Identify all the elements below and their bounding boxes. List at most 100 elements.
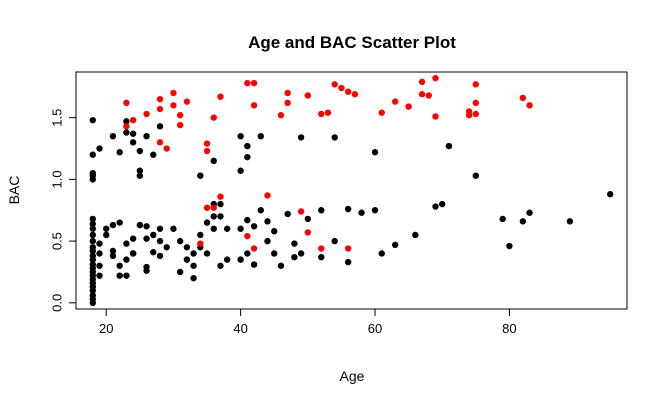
black-data-point <box>291 240 298 247</box>
black-data-point <box>183 256 191 263</box>
black-data-point <box>190 274 197 282</box>
black-data-point <box>526 209 533 216</box>
black-data-point <box>566 218 574 225</box>
red-data-point <box>304 92 312 99</box>
red-data-point <box>351 91 359 98</box>
red-data-point <box>344 245 352 252</box>
black-data-point <box>439 200 446 208</box>
x-tick-label: 20 <box>99 321 113 336</box>
y-axis: 0.0 0.5 1.0 1.5 <box>50 109 77 312</box>
red-data-point <box>250 79 258 87</box>
black-data-point <box>217 213 224 220</box>
red-data-point <box>318 245 325 252</box>
black-data-point <box>123 256 130 263</box>
black-data-point <box>237 256 244 263</box>
red-data-point <box>176 121 184 129</box>
red-data-point <box>163 145 170 152</box>
black-data-point <box>89 215 96 223</box>
black-data-point <box>109 252 117 260</box>
black-data-point <box>412 231 419 239</box>
black-data-point <box>103 225 110 232</box>
black-data-point <box>203 250 211 257</box>
black-data-point <box>217 200 224 208</box>
black-data-point <box>318 253 325 261</box>
black-data-point <box>89 170 96 177</box>
black-data-point <box>331 134 338 141</box>
black-data-point <box>210 225 217 232</box>
red-data-point <box>250 102 258 109</box>
black-data-point <box>244 216 251 224</box>
black-data-point <box>170 225 177 232</box>
black-data-point <box>378 250 385 257</box>
black-data-point <box>129 139 137 146</box>
black-data-point <box>150 151 157 158</box>
black-data-point <box>318 207 325 214</box>
black-data-point <box>371 207 379 214</box>
black-data-point <box>136 167 144 174</box>
black-data-point <box>109 247 117 255</box>
black-data-point <box>210 157 217 165</box>
red-data-point <box>203 204 211 211</box>
black-data-point <box>96 262 103 269</box>
black-data-point <box>244 153 251 161</box>
red-data-point <box>405 103 412 110</box>
black-data-point <box>499 215 506 223</box>
red-data-point <box>297 208 305 215</box>
red-data-point <box>156 95 164 103</box>
red-data-point <box>170 89 177 97</box>
red-data-point <box>344 88 352 95</box>
black-data-point <box>331 237 338 245</box>
black-data-point <box>237 225 244 232</box>
black-data-point <box>506 242 513 250</box>
black-data-point <box>344 258 352 266</box>
black-data-point <box>136 221 144 229</box>
black-data-point <box>156 123 164 130</box>
black-data-point <box>89 151 96 158</box>
black-data-point <box>143 132 150 140</box>
black-data-point <box>89 244 96 251</box>
black-data-point <box>237 167 244 174</box>
red-data-point <box>143 110 150 118</box>
black-data-point <box>176 237 184 245</box>
y-tick-label: 0.0 <box>50 294 65 312</box>
black-data-point <box>203 219 211 226</box>
black-data-point <box>156 252 164 260</box>
black-data-point <box>277 262 285 269</box>
black-data-point <box>96 272 103 279</box>
black-data-point <box>183 244 191 251</box>
black-data-point <box>244 250 251 257</box>
black-data-point <box>143 235 150 242</box>
black-data-point <box>223 225 231 232</box>
red-data-point <box>217 93 224 100</box>
red-data-point <box>425 92 432 99</box>
black-data-point <box>432 203 439 210</box>
black-data-point <box>89 231 96 239</box>
black-data-point <box>89 237 96 245</box>
y-tick-label: 1.5 <box>50 109 65 127</box>
black-data-point <box>89 261 96 268</box>
red-data-point <box>391 98 399 105</box>
black-data-point <box>445 142 453 150</box>
black-data-point <box>391 241 399 249</box>
black-data-point <box>123 272 130 279</box>
black-data-point <box>607 191 614 198</box>
data-points <box>89 74 614 307</box>
black-data-point <box>519 218 527 225</box>
red-data-point <box>418 91 426 98</box>
black-data-point <box>190 262 197 269</box>
red-data-point <box>217 193 224 200</box>
x-axis-label: Age <box>340 368 365 384</box>
red-data-point <box>432 74 439 82</box>
chart-title: Age and BAC Scatter Plot <box>248 33 456 52</box>
red-data-point <box>519 94 527 102</box>
black-data-point <box>371 149 379 156</box>
black-data-point <box>297 250 305 257</box>
black-data-point <box>96 250 103 257</box>
red-data-point <box>277 112 285 119</box>
red-data-point <box>331 81 338 88</box>
black-data-point <box>89 252 96 260</box>
y-tick-label: 0.5 <box>50 232 65 250</box>
black-data-point <box>136 147 144 155</box>
black-data-point <box>244 142 251 150</box>
